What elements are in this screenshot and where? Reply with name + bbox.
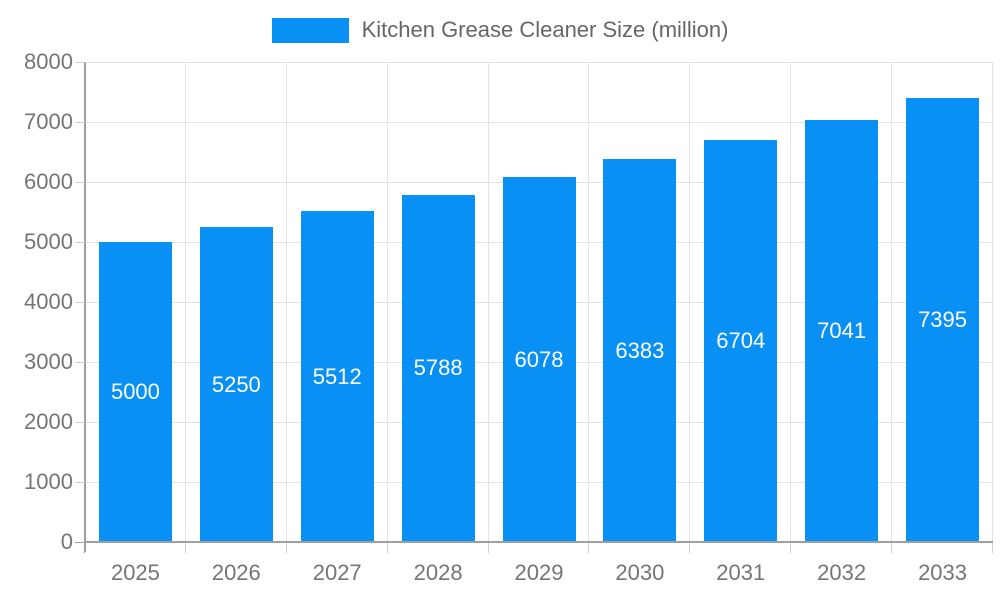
x-tick-label: 2030 bbox=[615, 560, 665, 585]
bar-2026[interactable]: 5250 bbox=[199, 227, 273, 542]
x-tick-mark bbox=[689, 543, 691, 553]
y-tick-mark bbox=[75, 181, 85, 183]
bar-2025[interactable]: 5000 bbox=[98, 242, 172, 542]
y-tick-label: 0 bbox=[60, 529, 73, 554]
x-axis-line bbox=[84, 541, 993, 543]
x-tick-mark bbox=[891, 543, 893, 553]
bar-value-label: 5250 bbox=[211, 371, 261, 397]
y-tick-mark bbox=[75, 541, 85, 543]
bar-2027[interactable]: 5512 bbox=[300, 211, 374, 542]
x-tick-mark bbox=[487, 543, 489, 553]
gridline-vertical bbox=[790, 62, 792, 542]
x-tick-label: 2026 bbox=[211, 560, 261, 585]
gridline-vertical bbox=[588, 62, 590, 542]
bar-value-label: 6704 bbox=[716, 327, 766, 353]
gridline-vertical bbox=[689, 62, 691, 542]
y-tick-mark bbox=[75, 121, 85, 123]
gridline-vertical bbox=[891, 62, 893, 542]
gridline-vertical bbox=[487, 62, 489, 542]
x-tick-label: 2029 bbox=[514, 560, 564, 585]
bar-2033[interactable]: 7395 bbox=[906, 98, 980, 542]
x-tick-mark bbox=[588, 543, 590, 553]
x-tick-label: 2032 bbox=[817, 560, 867, 585]
bar-value-label: 7395 bbox=[918, 307, 968, 333]
y-tick-mark bbox=[75, 241, 85, 243]
x-tick-mark bbox=[790, 543, 792, 553]
x-tick-label: 2033 bbox=[918, 560, 968, 585]
bar-2030[interactable]: 6383 bbox=[603, 159, 677, 542]
x-tick-label: 2025 bbox=[110, 560, 160, 585]
bar-2028[interactable]: 5788 bbox=[401, 194, 475, 542]
bar-2029[interactable]: 6078 bbox=[502, 177, 576, 542]
bar-value-label: 5512 bbox=[312, 363, 362, 389]
x-tick-label: 2027 bbox=[312, 560, 362, 585]
y-tick-label: 7000 bbox=[24, 109, 73, 134]
y-tick-mark bbox=[75, 61, 85, 63]
y-tick-label: 2000 bbox=[24, 409, 73, 434]
gridline-horizontal bbox=[85, 122, 993, 123]
y-tick-label: 3000 bbox=[24, 349, 73, 374]
gridline-vertical bbox=[285, 62, 287, 542]
y-tick-mark bbox=[75, 361, 85, 363]
legend-swatch bbox=[271, 17, 349, 43]
y-axis-line bbox=[84, 62, 86, 552]
bar-value-label: 6078 bbox=[514, 346, 564, 372]
y-tick-label: 4000 bbox=[24, 289, 73, 314]
gridline-horizontal bbox=[85, 62, 993, 63]
y-tick-mark bbox=[75, 301, 85, 303]
x-tick-mark bbox=[285, 543, 287, 553]
x-tick-mark bbox=[992, 543, 993, 553]
x-tick-mark bbox=[84, 543, 85, 553]
y-tick-mark bbox=[75, 421, 85, 423]
bar-value-label: 7041 bbox=[817, 317, 867, 343]
x-tick-mark bbox=[386, 543, 388, 553]
bar-2031[interactable]: 6704 bbox=[704, 139, 778, 542]
bar-value-label: 5788 bbox=[413, 355, 463, 381]
bar-value-label: 6383 bbox=[615, 337, 665, 363]
y-tick-label: 5000 bbox=[24, 229, 73, 254]
legend-label: Kitchen Grease Cleaner Size (million) bbox=[361, 17, 729, 42]
y-tick-mark bbox=[75, 481, 85, 483]
y-tick-label: 8000 bbox=[24, 49, 73, 74]
y-tick-label: 1000 bbox=[24, 469, 73, 494]
x-tick-mark bbox=[184, 543, 186, 553]
x-tick-label: 2031 bbox=[716, 560, 766, 585]
legend[interactable]: Kitchen Grease Cleaner Size (million) bbox=[0, 17, 1000, 43]
gridline-vertical bbox=[386, 62, 388, 542]
gridline-vertical bbox=[184, 62, 186, 542]
bar-2032[interactable]: 7041 bbox=[805, 119, 879, 542]
y-tick-label: 6000 bbox=[24, 169, 73, 194]
plot-area: 5000 5250 5512 5788 6078 6383 6704 7041 7395 bbox=[85, 62, 993, 542]
x-tick-label: 2028 bbox=[413, 560, 463, 585]
bar-value-label: 5000 bbox=[110, 379, 160, 404]
gridline-vertical bbox=[992, 62, 993, 542]
